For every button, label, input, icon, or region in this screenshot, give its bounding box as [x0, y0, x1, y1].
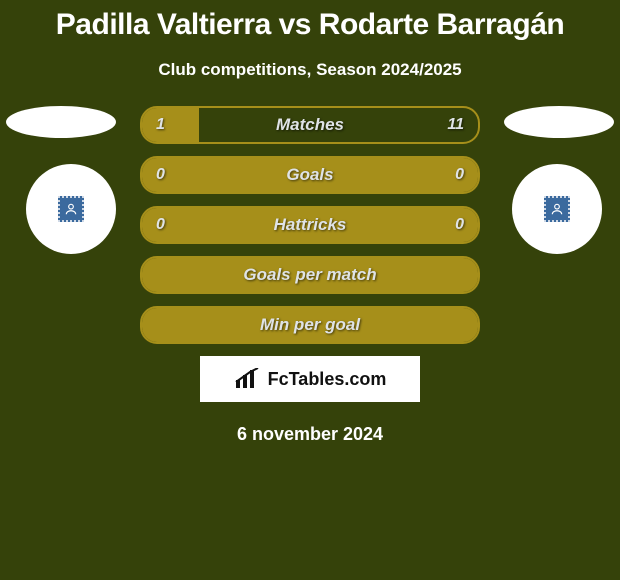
stat-bar-goals-per-match: Goals per match — [140, 256, 480, 294]
stat-bars: 1 Matches 11 0 Goals 0 0 Hattricks 0 Goa… — [140, 106, 480, 344]
player-avatar-right — [512, 164, 602, 254]
flag-ellipse-right — [504, 106, 614, 138]
logo-text: FcTables.com — [268, 369, 387, 390]
stat-label: Hattricks — [142, 208, 478, 242]
player-placeholder-icon — [58, 196, 84, 222]
stat-bar-matches: 1 Matches 11 — [140, 106, 480, 144]
stat-label: Matches — [142, 108, 478, 142]
fctables-logo[interactable]: FcTables.com — [200, 356, 420, 402]
comparison-card: Padilla Valtierra vs Rodarte Barragán Cl… — [0, 0, 620, 580]
subtitle: Club competitions, Season 2024/2025 — [0, 60, 620, 80]
stat-label: Goals per match — [142, 258, 478, 292]
stat-label: Goals — [142, 158, 478, 192]
stat-right-value: 0 — [455, 208, 464, 242]
chart-icon — [234, 368, 262, 390]
stat-bar-min-per-goal: Min per goal — [140, 306, 480, 344]
stat-right-value: 11 — [447, 108, 464, 142]
stat-bar-hattricks: 0 Hattricks 0 — [140, 206, 480, 244]
snapshot-date: 6 november 2024 — [0, 424, 620, 445]
flag-ellipse-left — [6, 106, 116, 138]
stat-label: Min per goal — [142, 308, 478, 342]
stat-right-value: 0 — [455, 158, 464, 192]
stat-bar-goals: 0 Goals 0 — [140, 156, 480, 194]
player-avatar-left — [26, 164, 116, 254]
content-area: 1 Matches 11 0 Goals 0 0 Hattricks 0 Goa… — [0, 106, 620, 445]
player-placeholder-icon — [544, 196, 570, 222]
page-title: Padilla Valtierra vs Rodarte Barragán — [0, 0, 620, 42]
